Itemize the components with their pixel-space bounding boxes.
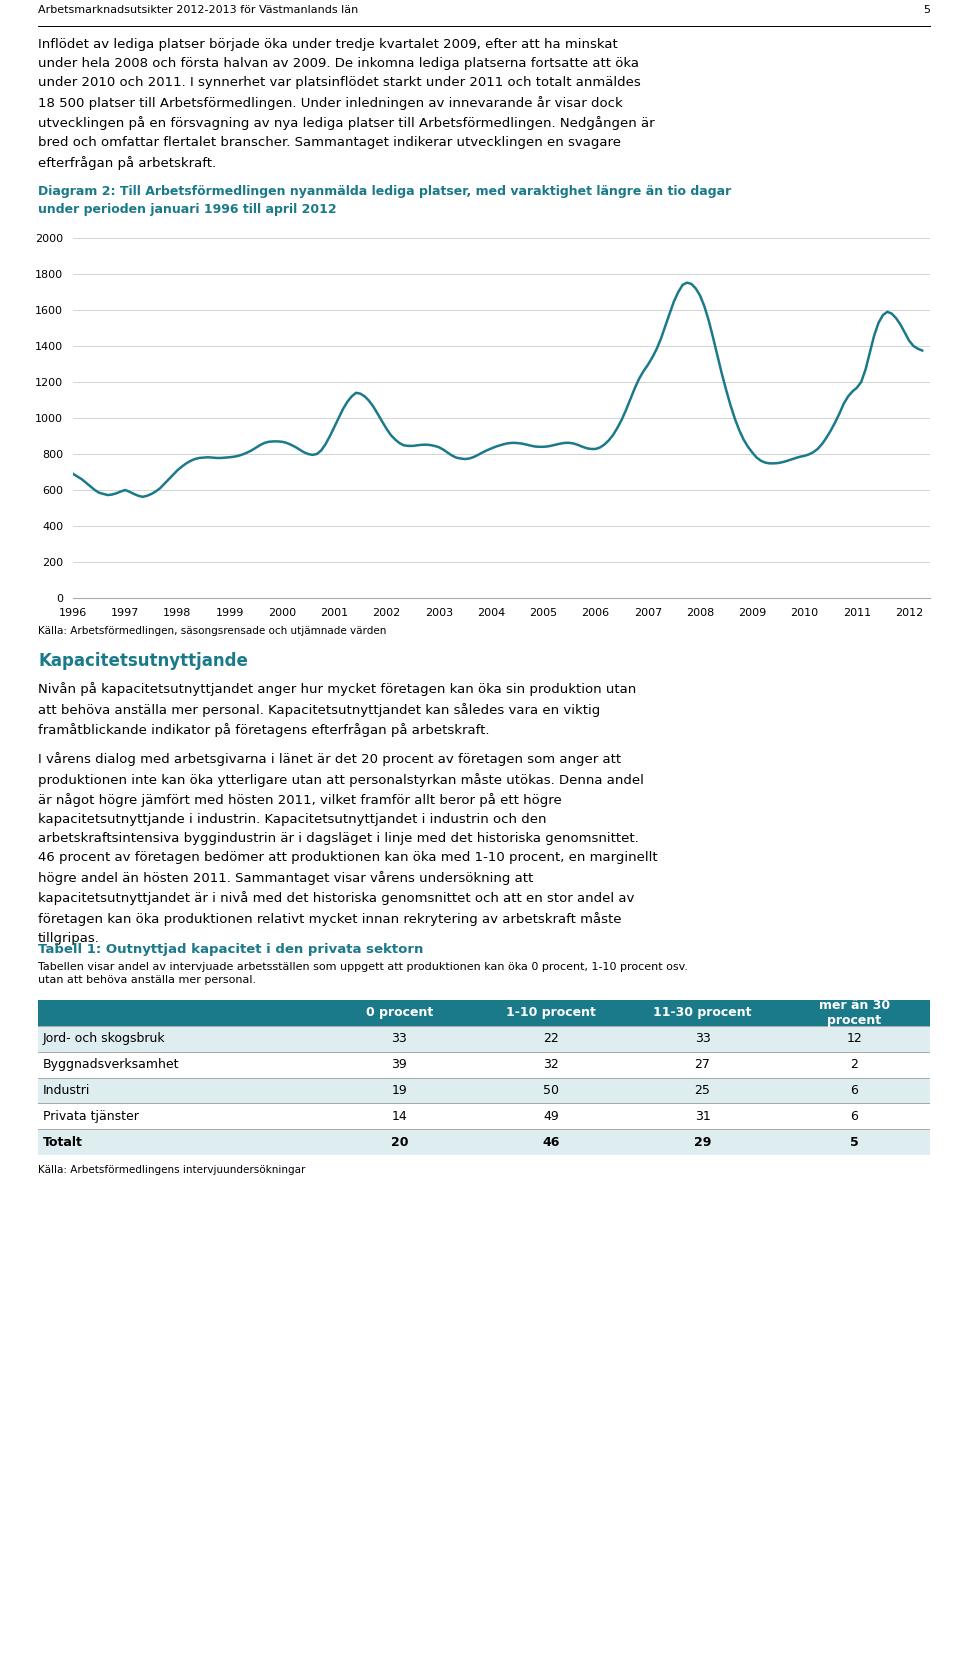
Text: 6: 6 xyxy=(851,1110,858,1123)
Text: 5: 5 xyxy=(923,5,930,15)
Text: 14: 14 xyxy=(392,1110,407,1123)
Text: 39: 39 xyxy=(392,1058,407,1071)
Bar xyxy=(38,999,324,1026)
Text: 11-30 procent: 11-30 procent xyxy=(654,1006,752,1019)
Bar xyxy=(779,1078,930,1103)
Bar xyxy=(627,1078,779,1103)
Text: 1-10 procent: 1-10 procent xyxy=(506,1006,596,1019)
Bar xyxy=(324,999,475,1026)
Bar xyxy=(475,1130,627,1155)
Text: Källa: Arbetsförmedlingens intervjuundersökningar: Källa: Arbetsförmedlingens intervjuunder… xyxy=(38,1165,305,1175)
Text: Byggnadsverksamhet: Byggnadsverksamhet xyxy=(43,1058,180,1071)
Text: 50: 50 xyxy=(543,1084,559,1096)
Text: Inflödet av lediga platser började öka under tredje kvartalet 2009, efter att ha: Inflödet av lediga platser började öka u… xyxy=(38,38,655,170)
Text: Kapacitetsutnyttjande: Kapacitetsutnyttjande xyxy=(38,652,248,670)
Bar xyxy=(475,999,627,1026)
Text: Tabellen visar andel av intervjuade arbetsställen som uppgett att produktionen k: Tabellen visar andel av intervjuade arbe… xyxy=(38,962,688,986)
Bar xyxy=(627,1026,779,1051)
Bar xyxy=(38,1078,324,1103)
Bar xyxy=(38,1130,324,1155)
Bar xyxy=(627,1130,779,1155)
Bar xyxy=(627,1051,779,1078)
Text: 31: 31 xyxy=(695,1110,710,1123)
Text: Industri: Industri xyxy=(43,1084,90,1096)
Bar xyxy=(324,1078,475,1103)
Text: 0 procent: 0 procent xyxy=(366,1006,433,1019)
Text: Privata tjänster: Privata tjänster xyxy=(43,1110,139,1123)
Text: Diagram 2: Till Arbetsförmedlingen nyanmälda lediga platser, med varaktighet län: Diagram 2: Till Arbetsförmedlingen nyanm… xyxy=(38,185,732,216)
Text: Tabell 1: Outnyttjad kapacitet i den privata sektorn: Tabell 1: Outnyttjad kapacitet i den pri… xyxy=(38,942,423,956)
Bar xyxy=(779,1103,930,1130)
Text: 12: 12 xyxy=(847,1033,862,1046)
Bar xyxy=(475,1051,627,1078)
Text: 46: 46 xyxy=(542,1136,560,1148)
Text: 49: 49 xyxy=(543,1110,559,1123)
Text: 25: 25 xyxy=(695,1084,710,1096)
Bar xyxy=(779,999,930,1026)
Text: 22: 22 xyxy=(543,1033,559,1046)
Text: 19: 19 xyxy=(392,1084,407,1096)
Bar xyxy=(475,1026,627,1051)
Text: I vårens dialog med arbetsgivarna i länet är det 20 procent av företagen som ang: I vårens dialog med arbetsgivarna i läne… xyxy=(38,752,658,944)
Bar xyxy=(324,1103,475,1130)
Bar xyxy=(475,1103,627,1130)
Bar xyxy=(324,1026,475,1051)
Text: 20: 20 xyxy=(391,1136,408,1148)
Bar xyxy=(38,1051,324,1078)
Text: 33: 33 xyxy=(392,1033,407,1046)
Text: 27: 27 xyxy=(695,1058,710,1071)
Text: Jord- och skogsbruk: Jord- och skogsbruk xyxy=(43,1033,166,1046)
Bar xyxy=(627,999,779,1026)
Text: mer än 30
procent: mer än 30 procent xyxy=(819,999,890,1028)
Text: 6: 6 xyxy=(851,1084,858,1096)
Text: 2: 2 xyxy=(851,1058,858,1071)
Text: 33: 33 xyxy=(695,1033,710,1046)
Text: Nivån på kapacitetsutnyttjandet anger hur mycket företagen kan öka sin produktio: Nivån på kapacitetsutnyttjandet anger hu… xyxy=(38,682,636,737)
Bar xyxy=(38,1103,324,1130)
Bar xyxy=(779,1130,930,1155)
Text: Arbetsmarknadsutsikter 2012-2013 för Västmanlands län: Arbetsmarknadsutsikter 2012-2013 för Väs… xyxy=(38,5,358,15)
Bar xyxy=(779,1026,930,1051)
Bar xyxy=(324,1130,475,1155)
Bar xyxy=(475,1078,627,1103)
Text: 29: 29 xyxy=(694,1136,711,1148)
Text: Källa: Arbetsförmedlingen, säsongsrensade och utjämnade värden: Källa: Arbetsförmedlingen, säsongsrensad… xyxy=(38,627,386,637)
Text: Totalt: Totalt xyxy=(43,1136,83,1148)
Bar xyxy=(779,1051,930,1078)
Bar xyxy=(627,1103,779,1130)
Text: 5: 5 xyxy=(850,1136,858,1148)
Text: 32: 32 xyxy=(543,1058,559,1071)
Bar xyxy=(324,1051,475,1078)
Bar xyxy=(38,1026,324,1051)
